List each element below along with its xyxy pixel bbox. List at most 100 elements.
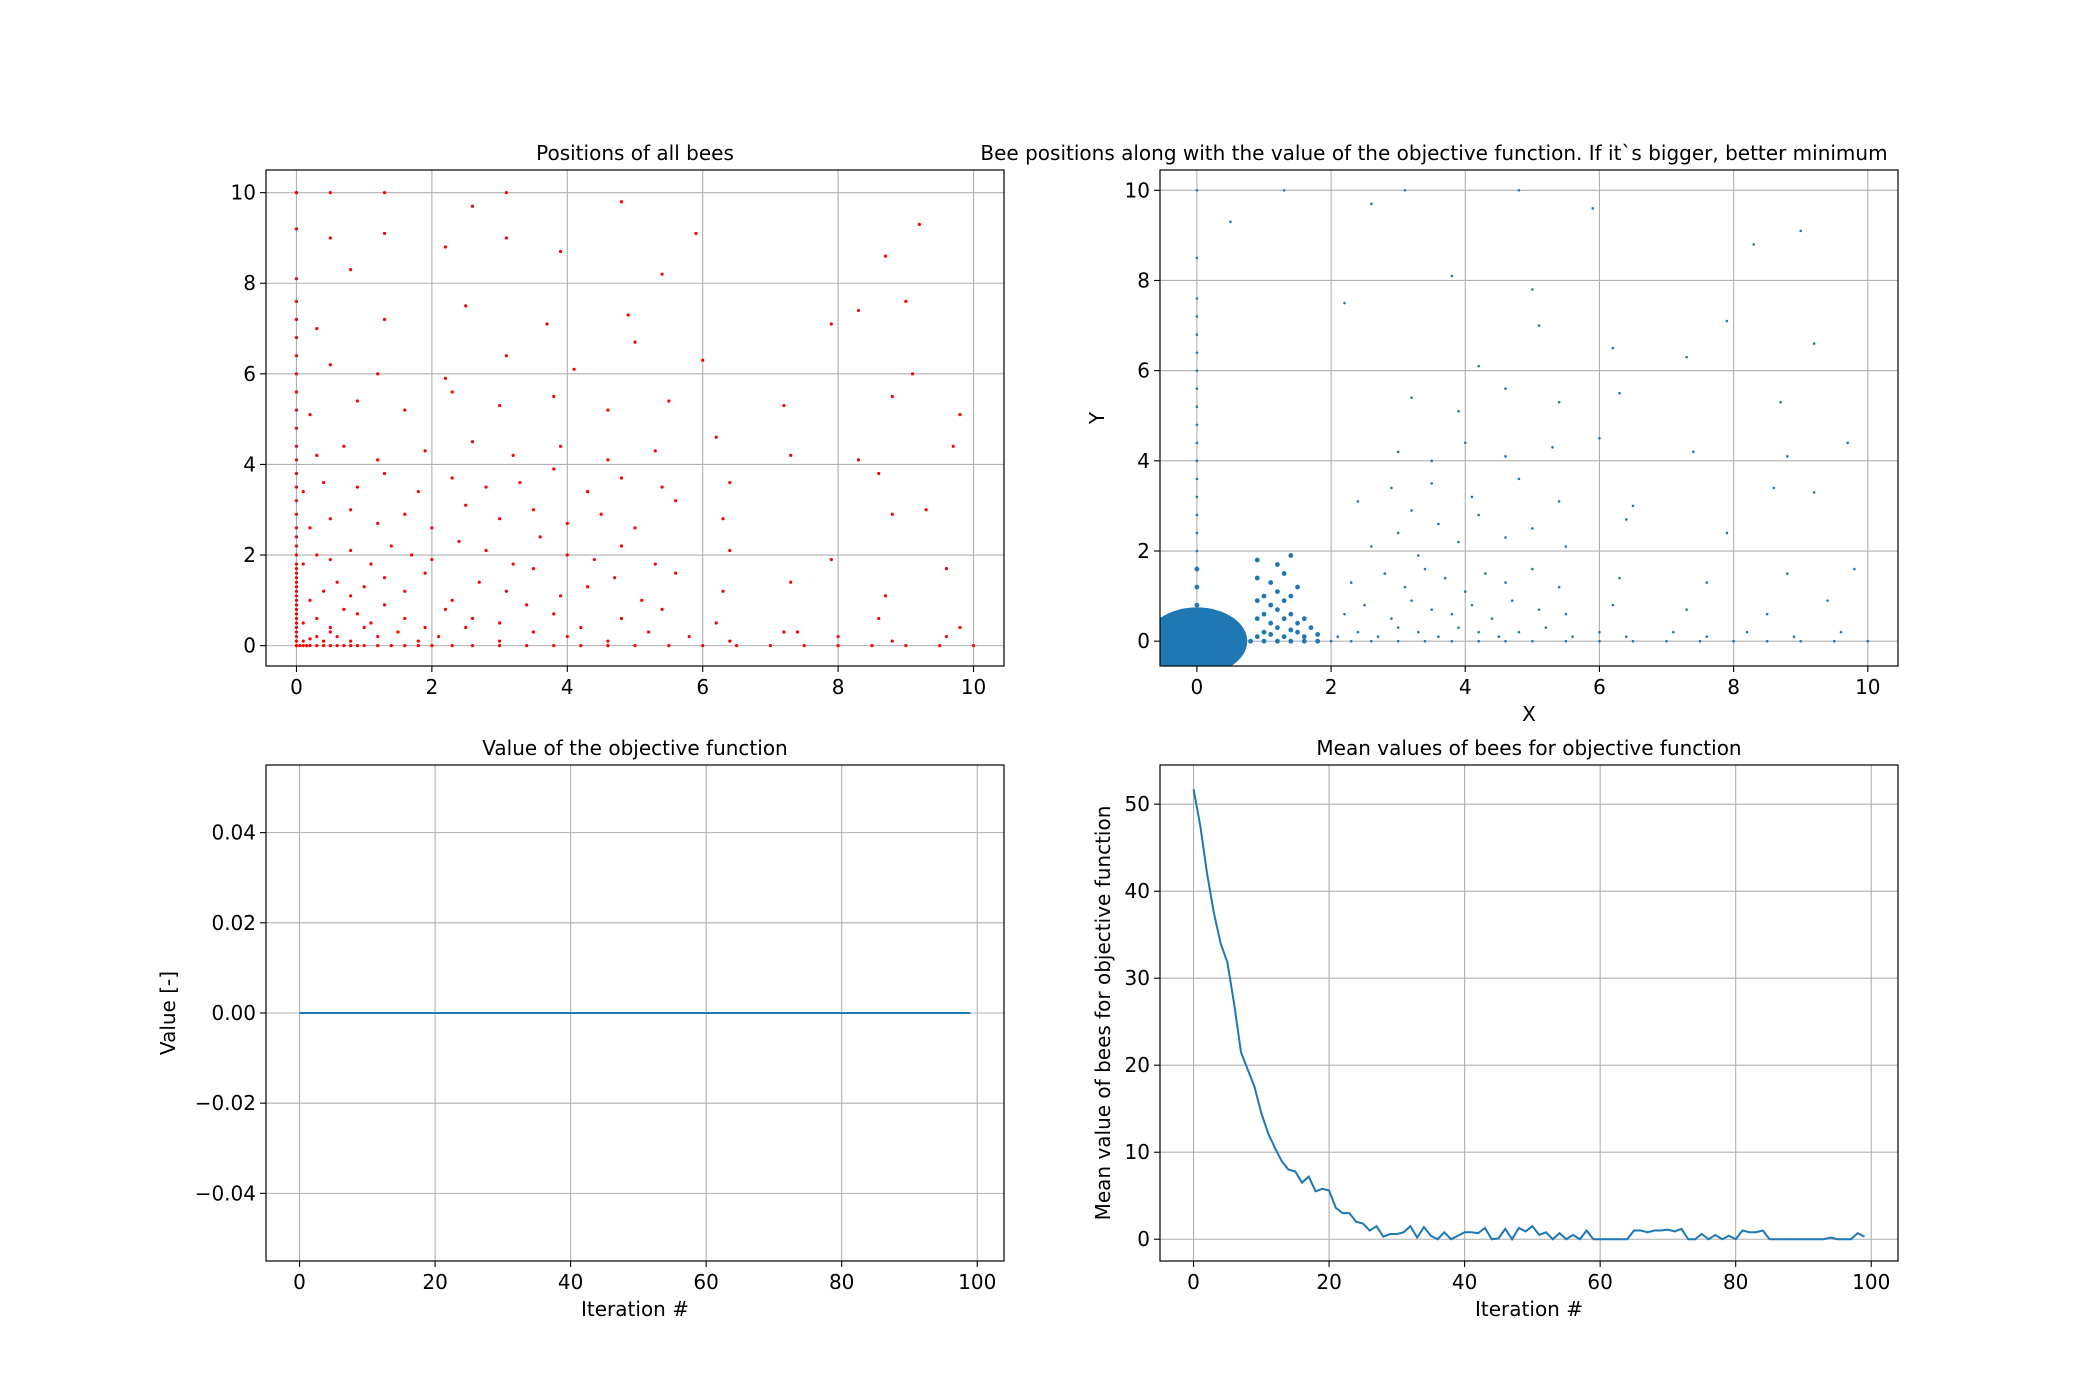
scatter-point bbox=[308, 644, 312, 648]
scatter-point bbox=[294, 567, 299, 571]
x-tick-label: 10 bbox=[961, 675, 986, 699]
scatter-point bbox=[1254, 557, 1260, 563]
tick-marks: 0 2 4 6 8 10 0 2 4 6 8 10 bbox=[231, 181, 987, 699]
scatter-point bbox=[789, 580, 793, 584]
x-tick-label: 60 bbox=[693, 1270, 718, 1294]
scatter-point bbox=[653, 449, 657, 453]
scatter-point bbox=[938, 644, 942, 648]
scatter-point bbox=[1598, 639, 1601, 643]
scatter-point bbox=[376, 634, 380, 639]
scatter-point bbox=[294, 644, 299, 648]
scatter-point bbox=[1463, 441, 1467, 445]
grid-lines bbox=[1160, 765, 1898, 1261]
grid-lines bbox=[266, 170, 1004, 666]
scatter-point bbox=[1832, 639, 1836, 643]
scatter-point bbox=[1288, 627, 1294, 633]
scatter-point bbox=[721, 517, 725, 521]
scatter-point bbox=[497, 621, 502, 625]
scatter-point bbox=[1531, 639, 1534, 643]
scatter-point bbox=[701, 358, 705, 362]
scatter-point bbox=[294, 426, 299, 430]
scatter-point bbox=[545, 322, 549, 326]
scatter-point bbox=[789, 453, 793, 457]
y-tick-label: 6 bbox=[1137, 359, 1150, 383]
scatter-point bbox=[443, 245, 448, 249]
scatter-point bbox=[1544, 626, 1548, 629]
scatter-point bbox=[1752, 243, 1756, 246]
scatter-point bbox=[335, 634, 339, 639]
scatter-point bbox=[1812, 491, 1816, 494]
scatter-point bbox=[1450, 639, 1454, 643]
scatter-point bbox=[504, 236, 508, 240]
scatter-point bbox=[1517, 630, 1521, 634]
scatter-point bbox=[782, 403, 786, 408]
scatter-point bbox=[294, 607, 299, 611]
scatter-point bbox=[1551, 446, 1554, 449]
panel-positions-objective: Bee positions along with the value of th… bbox=[980, 141, 1899, 726]
panel-positions: Positions of all bees 0 2 4 6 8 10 0 2 4 6 8 10 bbox=[231, 141, 1005, 699]
scatter-point bbox=[531, 567, 536, 571]
scatter-point bbox=[1665, 639, 1668, 643]
scatter-point bbox=[437, 634, 441, 639]
scatter-point bbox=[470, 616, 475, 621]
scatter-point bbox=[1329, 639, 1333, 643]
scatter-point bbox=[1504, 536, 1507, 539]
scatter-point bbox=[1229, 220, 1232, 224]
scatter-point bbox=[294, 227, 299, 231]
scatter-point bbox=[1370, 202, 1373, 206]
scatter-point bbox=[301, 639, 305, 643]
scatter-point bbox=[721, 589, 725, 593]
scatter-point bbox=[1410, 396, 1413, 400]
scatter-point bbox=[349, 548, 353, 553]
scatter-point bbox=[1470, 495, 1474, 499]
scatter-point bbox=[1315, 638, 1321, 644]
scatter-point bbox=[305, 644, 309, 648]
x-tick-label: 60 bbox=[1587, 1270, 1612, 1294]
scatter-point bbox=[308, 598, 312, 602]
scatter-point bbox=[687, 634, 691, 639]
scatter-point bbox=[592, 557, 596, 562]
scatter-point bbox=[328, 191, 332, 195]
scatter-point bbox=[294, 612, 299, 616]
scatter-point bbox=[294, 354, 299, 358]
scatter-point bbox=[1631, 639, 1635, 643]
scatter-point bbox=[430, 526, 434, 530]
scatter-point bbox=[294, 317, 299, 322]
scatter-point bbox=[1396, 450, 1400, 454]
scatter-point bbox=[606, 639, 610, 643]
scatter-point bbox=[1443, 576, 1447, 580]
scatter-point bbox=[1799, 639, 1803, 643]
y-tick-label: 0.02 bbox=[211, 911, 256, 935]
scatter-point bbox=[403, 408, 407, 412]
scatter-point bbox=[1537, 324, 1541, 327]
scatter-point bbox=[613, 576, 617, 580]
scatter-point bbox=[1504, 455, 1507, 458]
scatter-point bbox=[1437, 635, 1440, 638]
scatter-point bbox=[1497, 635, 1501, 638]
scatter-point bbox=[430, 557, 434, 562]
scatter-point bbox=[1685, 355, 1688, 359]
scatter-point bbox=[1437, 522, 1440, 526]
scatter-point bbox=[910, 372, 915, 376]
y-tick-label: 10 bbox=[1125, 1140, 1150, 1164]
scatter-point bbox=[531, 630, 536, 634]
scatter-point bbox=[1571, 635, 1574, 638]
scatter-point bbox=[315, 326, 319, 331]
scatter-point bbox=[728, 480, 732, 485]
scatter-point bbox=[1403, 188, 1407, 192]
scatter-point bbox=[470, 644, 475, 648]
y-tick-label: 2 bbox=[243, 543, 256, 567]
scatter-point bbox=[714, 621, 718, 625]
x-tick-label: 6 bbox=[1593, 675, 1606, 699]
scatter-point bbox=[328, 625, 332, 630]
scatter-point bbox=[958, 413, 962, 417]
scatter-point bbox=[294, 335, 299, 340]
scatter-point bbox=[1631, 504, 1635, 508]
scatter-point bbox=[619, 616, 624, 621]
scatter-point bbox=[294, 630, 299, 634]
scatter-point bbox=[552, 467, 556, 471]
y-tick-label: 10 bbox=[1125, 178, 1150, 202]
scatter-point bbox=[572, 367, 576, 371]
scatter-point bbox=[1295, 629, 1300, 635]
scatter-point bbox=[565, 634, 569, 639]
